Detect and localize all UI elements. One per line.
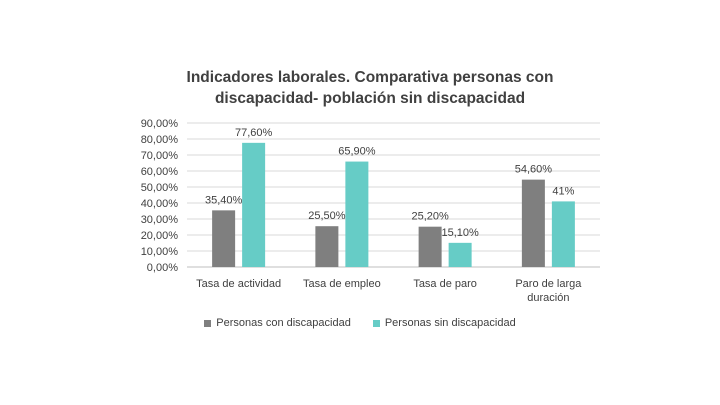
legend-label-sin: Personas sin discapacidad — [384, 317, 516, 329]
bar-sin-3 — [551, 201, 575, 267]
y-tick-label: 60,00% — [141, 166, 179, 178]
y-tick-label: 10,00% — [141, 246, 179, 258]
y-tick-label: 50,00% — [141, 182, 179, 194]
data-labels: 35,40% 77,60% 25,50% 65,90% 25,20% 15,10% 54,6… — [205, 127, 575, 239]
bar-con-1 — [315, 226, 339, 267]
data-label: 41% — [552, 185, 574, 197]
legend-swatch-sin — [372, 319, 380, 327]
data-label: 25,50% — [308, 210, 346, 222]
x-tick-label: Tasa de paro — [413, 278, 477, 290]
y-tick-label: 40,00% — [141, 198, 179, 210]
bar-sin-1 — [345, 161, 369, 267]
x-tick-label: duración — [527, 292, 569, 304]
y-tick-label: 20,00% — [141, 230, 179, 242]
data-label: 77,60% — [235, 127, 273, 139]
bars — [212, 142, 575, 267]
bar-sin-2 — [448, 242, 472, 267]
legend-label-con: Personas con discapacidad — [216, 317, 351, 329]
x-tick-label: Tasa de empleo — [303, 278, 381, 290]
bar-sin-0 — [242, 142, 266, 267]
legend-item-sin: Personas sin discapacidad — [372, 317, 516, 329]
chart-title-line-1: Indicadores laborales. Comparativa perso… — [186, 69, 554, 86]
y-tick-label: 90,00% — [141, 118, 179, 130]
y-tick-label: 70,00% — [141, 150, 179, 162]
chart-title-line-2: discapacidad- población sin discapacidad — [214, 90, 526, 107]
data-label: 15,10% — [441, 227, 479, 239]
x-tick-label: Paro de larga — [515, 278, 582, 290]
y-tick-label: 30,00% — [141, 214, 179, 226]
y-tick-label: 0,00% — [147, 262, 178, 274]
bar-con-3 — [521, 179, 545, 267]
y-tick-label: 80,00% — [141, 134, 179, 146]
data-label: 25,20% — [411, 211, 449, 223]
legend-swatch-con — [204, 319, 212, 327]
y-axis-ticks: 0,00% 10,00% 20,00% 30,00% 40,00% 50,00% 60,00… — [141, 118, 179, 274]
data-label: 54,60% — [515, 164, 553, 176]
legend-item-con: Personas con discapacidad — [204, 317, 351, 329]
bar-con-0 — [212, 210, 236, 267]
data-label: 65,90% — [338, 146, 376, 158]
x-tick-label: Tasa de actividad — [196, 278, 281, 290]
data-label: 35,40% — [205, 194, 243, 206]
legend: Personas con discapacidad Personas sin d… — [0, 317, 720, 329]
chart-title: Indicadores laborales. Comparativa perso… — [150, 67, 590, 109]
x-axis-ticks: Tasa de actividad Tasa de empleo Tasa de p… — [196, 278, 582, 304]
bar-con-2 — [418, 226, 442, 267]
